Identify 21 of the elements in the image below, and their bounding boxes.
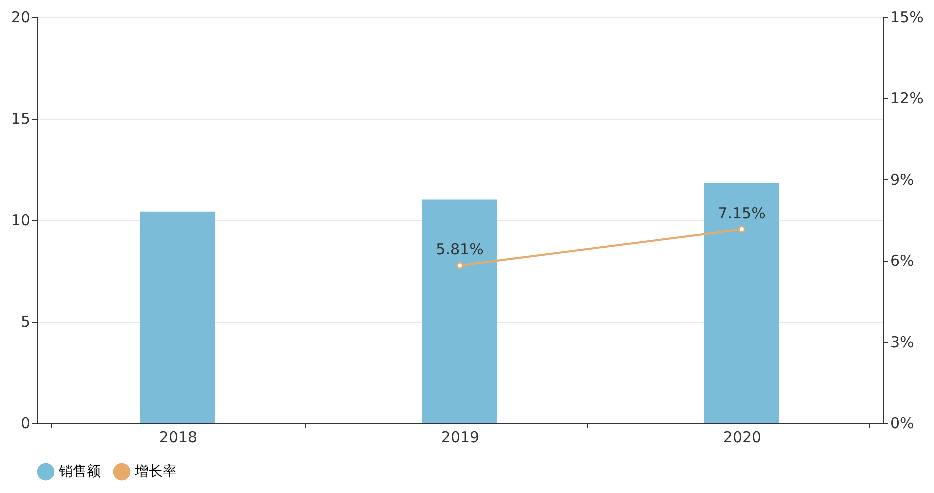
data-label: 5.81% bbox=[436, 240, 484, 259]
bar bbox=[704, 183, 780, 423]
y-tick-label: 20 bbox=[11, 8, 30, 26]
data-label: 7.15% bbox=[718, 204, 766, 222]
y2-tick-label: 12% bbox=[890, 90, 924, 108]
x-tick-label: 2019 bbox=[441, 428, 480, 446]
x-tick-label: 2018 bbox=[159, 428, 198, 446]
y-tick-label: 0 bbox=[20, 414, 30, 432]
x-tick-label: 2020 bbox=[723, 428, 762, 446]
y-tick-label: 5 bbox=[20, 313, 30, 331]
y2-tick-label: 6% bbox=[890, 252, 914, 270]
legend-label: 销售额 bbox=[58, 464, 101, 480]
y2-tick-label: 9% bbox=[890, 170, 914, 189]
y-tick-label: 10 bbox=[11, 212, 30, 230]
y2-tick-label: 0% bbox=[890, 414, 914, 432]
bar bbox=[422, 200, 498, 423]
bar bbox=[140, 212, 216, 423]
legend-label: 增长率 bbox=[134, 464, 177, 480]
y-tick-label: 15 bbox=[11, 110, 30, 128]
y2-tick-label: 15% bbox=[890, 8, 924, 26]
y2-tick-label: 3% bbox=[890, 333, 914, 352]
